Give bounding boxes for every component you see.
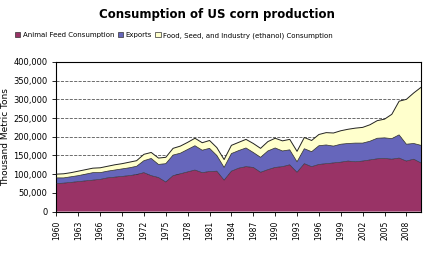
Y-axis label: Thousand Metric Tons: Thousand Metric Tons bbox=[1, 88, 10, 186]
Text: Consumption of US corn production: Consumption of US corn production bbox=[99, 8, 335, 21]
Legend: Animal Feed Consumption, Exports, Food, Seed, and Industry (ethanol) Consumption: Animal Feed Consumption, Exports, Food, … bbox=[12, 29, 335, 41]
